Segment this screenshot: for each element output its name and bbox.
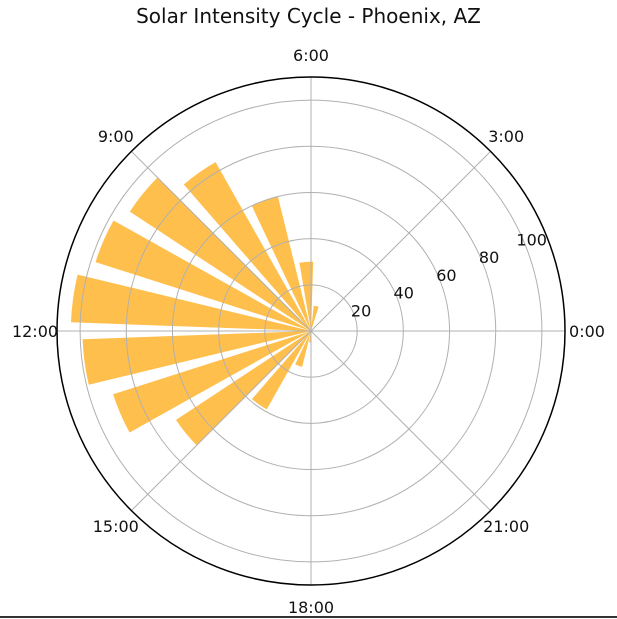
outer-circle [56, 76, 566, 586]
angle-label: 21:00 [483, 517, 529, 536]
bar-hour-10 [95, 220, 311, 331]
angle-label: 9:00 [98, 127, 134, 146]
chart-title: Solar Intensity Cycle - Phoenix, AZ [136, 4, 481, 28]
bar-hour-12 [82, 331, 311, 385]
bar-hour-8 [183, 162, 311, 331]
radial-label: 60 [436, 266, 456, 285]
bar-hour-16 [295, 331, 311, 367]
bar-hour-14 [176, 331, 311, 446]
bar-hour-7 [251, 196, 311, 331]
radial-label: 100 [516, 231, 547, 250]
grid-group [57, 77, 565, 585]
bar-hour-6 [299, 261, 314, 331]
bar-hour-15 [252, 331, 311, 410]
radial-label: 40 [394, 284, 414, 303]
grid-spoke-1 [310, 151, 491, 332]
bar-hour-9 [129, 177, 311, 331]
bars-group [71, 162, 319, 446]
bottom-rule [0, 616, 617, 618]
grid-spoke-5 [131, 330, 312, 511]
angle-label: 12:00 [12, 322, 58, 341]
angle-label: 15:00 [93, 517, 139, 536]
grid-spoke-7 [310, 330, 491, 511]
bar-hour-13 [113, 331, 311, 433]
angle-label: 18:00 [288, 598, 334, 617]
angle-label: 6:00 [293, 46, 329, 65]
grid-spoke-3 [131, 151, 312, 332]
radial-label: 80 [479, 248, 499, 267]
angle-label: 3:00 [488, 127, 524, 146]
labels-group: 0:00 3:00 6:00 9:00 12:00 15:00 18:00 21:00 20 40… [12, 46, 605, 617]
radial-label: 20 [351, 301, 371, 320]
angle-label: 0:00 [569, 322, 605, 341]
bar-hour-5 [311, 305, 319, 331]
